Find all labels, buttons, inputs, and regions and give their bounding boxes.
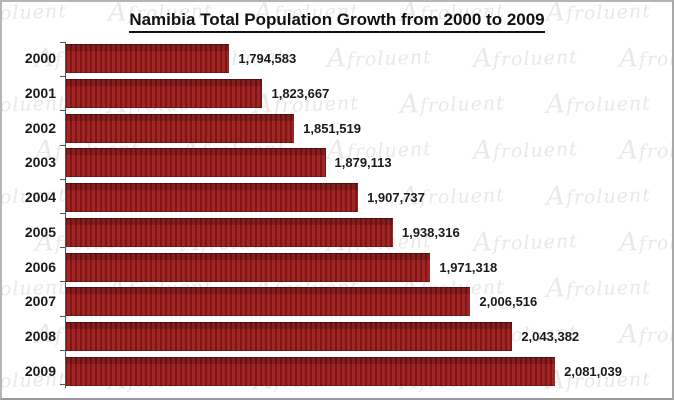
bar-2000[interactable] [65,44,230,73]
bar-track: 1,938,316 [65,217,662,247]
category-axis [60,42,66,388]
value-label: 1,907,737 [367,190,425,206]
axis-tick [60,145,65,146]
category-label: 2000 [24,50,56,66]
axis-tick [60,179,65,180]
bar-2009[interactable] [65,356,556,386]
bar-track: 1,823,667 [65,78,662,108]
axis-tick [60,213,65,214]
chart-row: 2000 1,794,583 [10,44,662,73]
bar-track: 1,879,113 [65,148,662,178]
value-label: 1,851,519 [303,120,361,136]
bar-track: 1,971,318 [65,252,662,282]
category-label: 2004 [24,189,56,206]
chart-row: 2004 1,907,737 [10,183,662,213]
axis-tick [60,384,65,385]
axis-tick [60,110,65,111]
bar-2005[interactable] [65,217,393,247]
chart-row: 2007 2,006,516 [10,287,662,317]
category-label: 2002 [24,119,56,136]
axis-tick [60,316,65,317]
chart-title-text: Namibia Total Population Growth from 200… [129,10,545,33]
bar-2003[interactable] [65,148,326,178]
value-label: 2,006,516 [479,294,538,310]
value-label: 1,938,316 [401,224,460,240]
axis-tick [60,247,65,248]
category-label: 2005 [24,223,56,240]
value-label: 1,794,583 [238,51,297,66]
chart-title: Namibia Total Population Growth from 200… [2,10,672,33]
value-label: 1,971,318 [439,259,498,275]
chart-row: 2002 1,851,519 [10,113,662,143]
chart-rows: 2000 1,794,583 2001 1,823,667 2002 1,851,519 2… [10,44,662,386]
value-label: 1,879,113 [334,155,392,171]
bar-2004[interactable] [65,183,359,213]
category-label: 2006 [24,258,56,275]
bar-track: 2,043,382 [65,322,662,352]
value-label: 1,823,667 [271,85,330,101]
bar-track: 1,794,583 [65,44,662,73]
bar-track: 1,851,519 [65,113,662,143]
chart-area: 2000 1,794,583 2001 1,823,667 2002 1,851,519 2… [10,42,662,388]
axis-tick [60,76,65,77]
bar-2007[interactable] [65,287,471,317]
bar-2006[interactable] [65,252,431,282]
bar-2002[interactable] [65,113,295,143]
category-label: 2001 [24,84,56,101]
axis-tick [60,281,65,282]
category-label: 2007 [24,293,56,310]
chart-row: 2005 1,938,316 [10,217,662,247]
category-label: 2008 [24,328,56,345]
bar-track: 2,081,039 [65,356,662,386]
bar-2001[interactable] [65,78,263,108]
chart-row: 2003 1,879,113 [10,148,662,178]
value-label: 2,043,382 [521,329,580,345]
bar-track: 2,006,516 [65,287,662,317]
value-label: 2,081,039 [564,363,622,379]
category-label: 2009 [24,362,56,379]
chart-row: 2006 1,971,318 [10,252,662,282]
bar-2008[interactable] [65,322,513,352]
category-label: 2003 [24,154,56,171]
chart-row: 2001 1,823,667 [10,78,662,108]
axis-tick [60,350,65,351]
axis-tick [60,42,65,43]
chart-row: 2009 2,081,039 [10,356,662,386]
bar-track: 1,907,737 [65,183,662,213]
chart-row: 2008 2,043,382 [10,322,662,352]
